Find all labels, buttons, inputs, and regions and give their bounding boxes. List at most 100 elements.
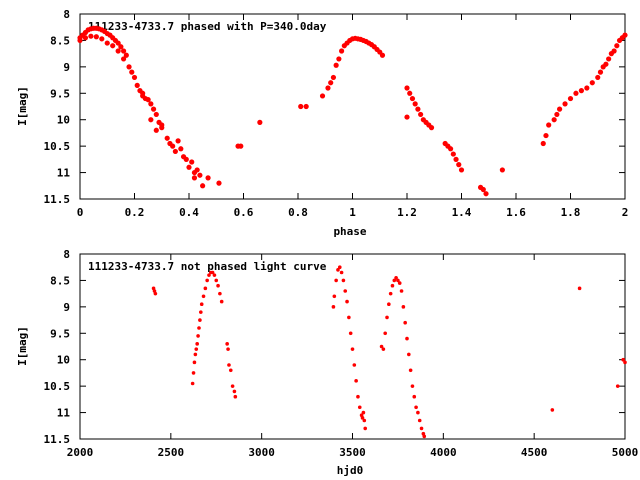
phased-data-point: [622, 32, 628, 38]
phased-ytick-label: 10: [57, 114, 70, 127]
unphased-data-point: [416, 410, 420, 415]
phased-data-point: [546, 122, 552, 128]
phased-data-point: [183, 156, 189, 162]
unphased-data-point: [216, 283, 220, 288]
phased-data-point: [557, 106, 563, 112]
phased-data-point: [339, 48, 345, 54]
unphased-data-point: [230, 384, 235, 388]
unphased-data-point: [214, 278, 219, 283]
phased-data-point: [540, 140, 546, 147]
unphased-data-point: [407, 352, 411, 357]
phased-data-point: [597, 69, 604, 75]
unphased-data-point: [233, 394, 238, 399]
unphased-xtick-label: 4500: [521, 446, 548, 459]
unphased-ytick-label: 9: [63, 301, 70, 314]
unphased-data-point: [385, 315, 389, 320]
unphased-data-point: [403, 320, 407, 325]
unphased-data-point: [615, 384, 620, 388]
phased-data-point: [126, 64, 132, 70]
unphased-data-point: [203, 286, 208, 291]
unphased-ytick-label: 8: [63, 248, 70, 261]
phased-data-point: [82, 35, 89, 41]
unphased-data-point: [192, 360, 197, 365]
unphased-ytick-label: 8.5: [50, 274, 70, 287]
unphased-data-point: [399, 289, 404, 293]
phased-data-point: [99, 36, 105, 42]
phased-data-point: [121, 56, 127, 62]
phased-data-point: [325, 85, 331, 91]
phased-data-point: [145, 97, 151, 103]
unphased-xtick-label: 2500: [158, 446, 185, 459]
phased-chart-title: 111233-4733.7 phased with P=340.0day: [88, 20, 327, 33]
phased-data-point: [483, 191, 489, 197]
unphased-data-point: [348, 331, 353, 336]
unphased-data-point: [401, 305, 406, 309]
phased-data-point: [573, 90, 579, 96]
phased-data-point: [448, 146, 454, 152]
unphased-data-point: [354, 379, 358, 383]
unphased-data-point: [226, 347, 230, 351]
phased-data-point: [194, 167, 200, 173]
phased-data-point: [456, 162, 462, 168]
unphased-data-point: [331, 305, 336, 309]
unphased-data-point: [195, 342, 199, 346]
unphased-data-point: [199, 310, 203, 314]
unphased-plot-frame: [79, 253, 626, 440]
unphased-data-point: [387, 302, 391, 307]
phased-data-point: [330, 74, 337, 81]
phased-data-point: [595, 74, 601, 81]
unphased-data-point: [197, 326, 201, 330]
phased-data-point: [303, 103, 309, 110]
unphased-data-point: [343, 289, 348, 293]
unphased-data-point: [191, 371, 196, 375]
unphased-chart-ylabel: I[mag]: [16, 326, 29, 366]
phased-data-point: [115, 48, 121, 54]
phased-data-point: [150, 106, 157, 112]
unphased-data-point: [198, 318, 202, 322]
phased-ytick-label: 8: [63, 8, 70, 21]
phased-data-point: [216, 180, 222, 186]
unphased-data-point: [205, 278, 209, 283]
unphased-data-point: [356, 394, 360, 399]
phased-data-point: [115, 40, 121, 46]
phased-data-point: [121, 48, 127, 54]
unphased-data-point: [341, 278, 346, 283]
phased-xtick-label: 0: [77, 206, 84, 219]
phased-data-point: [77, 37, 83, 44]
phased-data-point: [191, 175, 198, 181]
phased-data-point: [606, 56, 612, 62]
phased-chart-xlabel: phase: [333, 225, 366, 238]
phased-data-point: [298, 103, 304, 110]
phased-data-point: [153, 111, 159, 118]
phased-data-point: [319, 93, 326, 99]
unphased-data-point: [336, 268, 340, 272]
phased-data-point: [567, 95, 574, 102]
phased-data-point: [409, 95, 416, 102]
unphased-data-point: [396, 278, 400, 283]
unphased-ytick-label: 10: [57, 354, 70, 367]
phased-data-point: [404, 85, 410, 91]
unphased-data-point: [193, 352, 198, 357]
phased-data-point: [611, 48, 617, 54]
unphased-data-point: [577, 286, 582, 291]
phased-data-point: [480, 186, 486, 193]
phased-data-point: [551, 117, 557, 123]
unphased-data-point: [201, 294, 206, 299]
phased-data-point: [178, 146, 184, 152]
phased-data-point: [131, 74, 138, 81]
phased-data-point: [172, 148, 178, 155]
unphased-xtick-label: 3000: [248, 446, 275, 459]
unphased-data-point: [623, 360, 627, 365]
unphased-data-point: [388, 291, 393, 296]
phased-xtick-label: 0.8: [288, 206, 308, 219]
unphased-data-point: [218, 291, 222, 296]
unphased-data-point: [408, 368, 413, 373]
unphased-data-point: [412, 394, 417, 399]
unphased-data-point: [397, 281, 402, 285]
phased-xtick-label: 1.6: [506, 206, 526, 219]
unphased-data-point: [228, 368, 233, 373]
phased-data-point: [412, 101, 418, 107]
phased-data-point: [164, 135, 170, 141]
unphased-data-point: [383, 331, 388, 336]
unphased-data-point: [352, 363, 357, 367]
